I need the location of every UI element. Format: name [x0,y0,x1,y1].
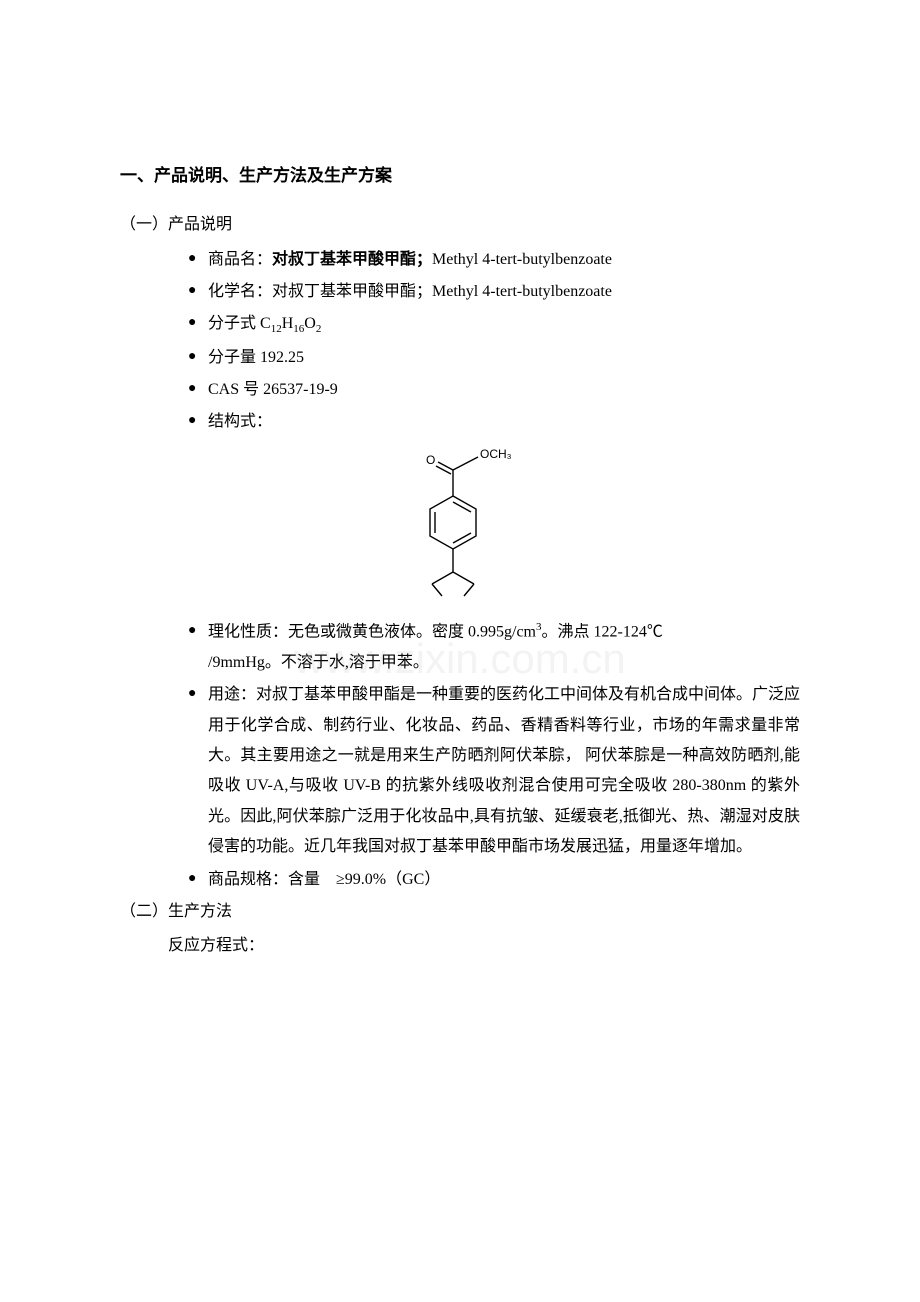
formula-sub: 12 [271,324,282,336]
subsection-2-sub: 反应方程式： [168,931,800,961]
bullet-text: 用途：对叔丁基苯甲酸甲酯是一种重要的医药化工中间体及有机合成中间体。广泛应用于化… [208,680,800,862]
bullet-text: 商品规格：含量 ≥99.0%（GC） [208,865,800,895]
formula-mid2: O [304,315,316,332]
subsection-1-label: （一）产品说明 [120,210,800,240]
bullet-text: 结构式： [208,407,800,437]
list-item: ● 分子量 192.25 [188,343,800,373]
list-item: ● 分子式 C12H16O2 [188,309,800,340]
list-item: ● 商品名：对叔丁基苯甲酸甲酯；Methyl 4-tert-butylbenzo… [188,245,800,275]
list-item: ● 结构式： [188,407,800,437]
bullet-icon: ● [188,343,208,371]
list-item: ● 理化性质：无色或微黄色液体。密度 0.995g/cm3。沸点 122-124… [188,617,800,678]
bullet-text: 分子量 192.25 [208,343,800,373]
chem-name-label: 化学名：对叔丁基苯甲酸甲酯； [208,283,432,300]
o-label: O [426,453,435,467]
list-item: ● 商品规格：含量 ≥99.0%（GC） [188,865,800,895]
bullet-icon: ● [188,407,208,435]
bullet-icon: ● [188,245,208,273]
bullet-icon: ● [188,375,208,403]
subsection-2-label: （二）生产方法 [120,897,800,927]
bullet-icon: ● [188,309,208,337]
bullet-text: 化学名：对叔丁基苯甲酸甲酯；Methyl 4-tert-butylbenzoat… [208,277,800,307]
list-item: ● 用途：对叔丁基苯甲酸甲酯是一种重要的医药化工中间体及有机合成中间体。广泛应用… [188,680,800,862]
product-name-en: Methyl 4-tert-butylbenzoate [432,251,612,268]
formula-mid: H [282,315,294,332]
bullet-icon: ● [188,865,208,893]
bullet-icon: ● [188,680,208,708]
phys-prop-c: /9mmHg。不溶于水,溶于甲苯。 [208,654,429,671]
chemical-structure: O OCH₃ [120,444,800,615]
och3-label: OCH₃ [480,447,512,461]
product-name-cn: 对叔丁基苯甲酸甲酯； [272,251,432,268]
formula-sub: 16 [293,324,304,336]
chem-name-en: Methyl 4-tert-butylbenzoate [432,283,612,300]
phys-prop-a: 理化性质：无色或微黄色液体。密度 0.995g/cm [208,623,536,640]
bullet-text: 分子式 C12H16O2 [208,309,800,340]
formula-sub: 2 [316,324,322,336]
section-heading: 一、产品说明、生产方法及生产方案 [120,160,800,192]
bullet-text: 商品名：对叔丁基苯甲酸甲酯；Methyl 4-tert-butylbenzoat… [208,245,800,275]
structure-svg: O OCH₃ [390,444,530,604]
list-item: ● 化学名：对叔丁基苯甲酸甲酯；Methyl 4-tert-butylbenzo… [188,277,800,307]
phys-prop-b: 。沸点 122-124℃ [542,623,663,640]
list-item: ● CAS 号 26537-19-9 [188,375,800,405]
bullet-text: CAS 号 26537-19-9 [208,375,800,405]
bullet-list-2: ● 理化性质：无色或微黄色液体。密度 0.995g/cm3。沸点 122-124… [188,617,800,895]
label: 商品名： [208,251,272,268]
bullet-text: 理化性质：无色或微黄色液体。密度 0.995g/cm3。沸点 122-124℃ … [208,617,800,678]
bullet-icon: ● [188,277,208,305]
bullet-list-1: ● 商品名：对叔丁基苯甲酸甲酯；Methyl 4-tert-butylbenzo… [188,245,800,438]
formula-label: 分子式 C [208,315,271,332]
bullet-icon: ● [188,617,208,645]
